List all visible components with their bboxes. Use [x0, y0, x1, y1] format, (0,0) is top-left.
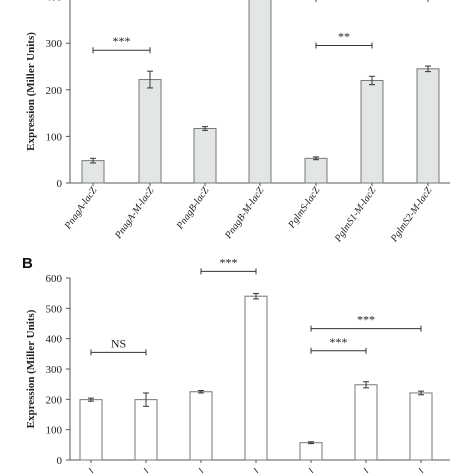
bar [189, 391, 213, 461]
y-tick-label: 400 [46, 0, 63, 4]
bar [134, 399, 158, 461]
bar [416, 68, 440, 184]
bar [193, 127, 217, 184]
category-label: PglmS-lacZ [286, 185, 323, 231]
category-label: PnagB-lacZ [174, 185, 212, 232]
y-tick-label: 0 [57, 455, 63, 467]
bar [354, 384, 378, 461]
y-tick-label: 500 [46, 303, 63, 315]
y-tick-label: 400 [46, 334, 63, 346]
category-label: PnagA-lacZ [62, 185, 100, 232]
y-tick-label: 0 [57, 178, 63, 190]
y-tick-label: 200 [46, 394, 63, 406]
y-axis-label: Expression (Miller Units) [25, 32, 37, 151]
y-tick-label: 600 [46, 273, 63, 285]
significance-label: *** [357, 313, 375, 327]
category-label-fragment [198, 467, 204, 474]
category-label-fragment [363, 467, 369, 474]
y-tick-label: 100 [46, 425, 63, 437]
category-label-fragment [253, 467, 259, 474]
category-label-fragment [418, 467, 424, 474]
bar [299, 442, 323, 461]
y-tick-label: 100 [46, 131, 63, 143]
significance-label: ** [338, 30, 350, 44]
panel-label: B [22, 255, 33, 272]
significance-label: *** [220, 255, 238, 269]
significance-label: *** [113, 34, 131, 48]
category-label: PnagB-M-lacZ [222, 185, 266, 242]
bar [248, 0, 272, 184]
bar [81, 160, 105, 184]
bar [409, 392, 433, 461]
y-tick-label: 300 [46, 364, 63, 376]
bar [360, 79, 384, 184]
bar [304, 157, 328, 184]
significance-label: NS [111, 336, 126, 350]
y-axis-label: Expression (Miller Units) [25, 309, 37, 428]
category-label: PglmS2-M-lacZ [388, 185, 434, 245]
bar [138, 79, 162, 184]
panel-b-bar-chart: B 0 100 200 300 400 500 600 Expression (Miller U… [22, 255, 450, 474]
category-label-fragment [308, 467, 314, 474]
y-tick-label: 200 [46, 85, 63, 97]
category-label: PnagA-M-lacZ [112, 185, 156, 242]
y-tick-label: 300 [46, 38, 63, 50]
panel-a-bar-chart: 0 100 200 300 400 Expression (Miller Units) Pn… [25, 0, 450, 245]
category-label: PglmS1-M-lacZ [332, 185, 378, 245]
significance-label: *** [330, 335, 348, 349]
category-label-fragment [143, 467, 149, 474]
bar [79, 399, 103, 461]
category-label-fragment [88, 467, 94, 474]
bar [244, 295, 268, 461]
